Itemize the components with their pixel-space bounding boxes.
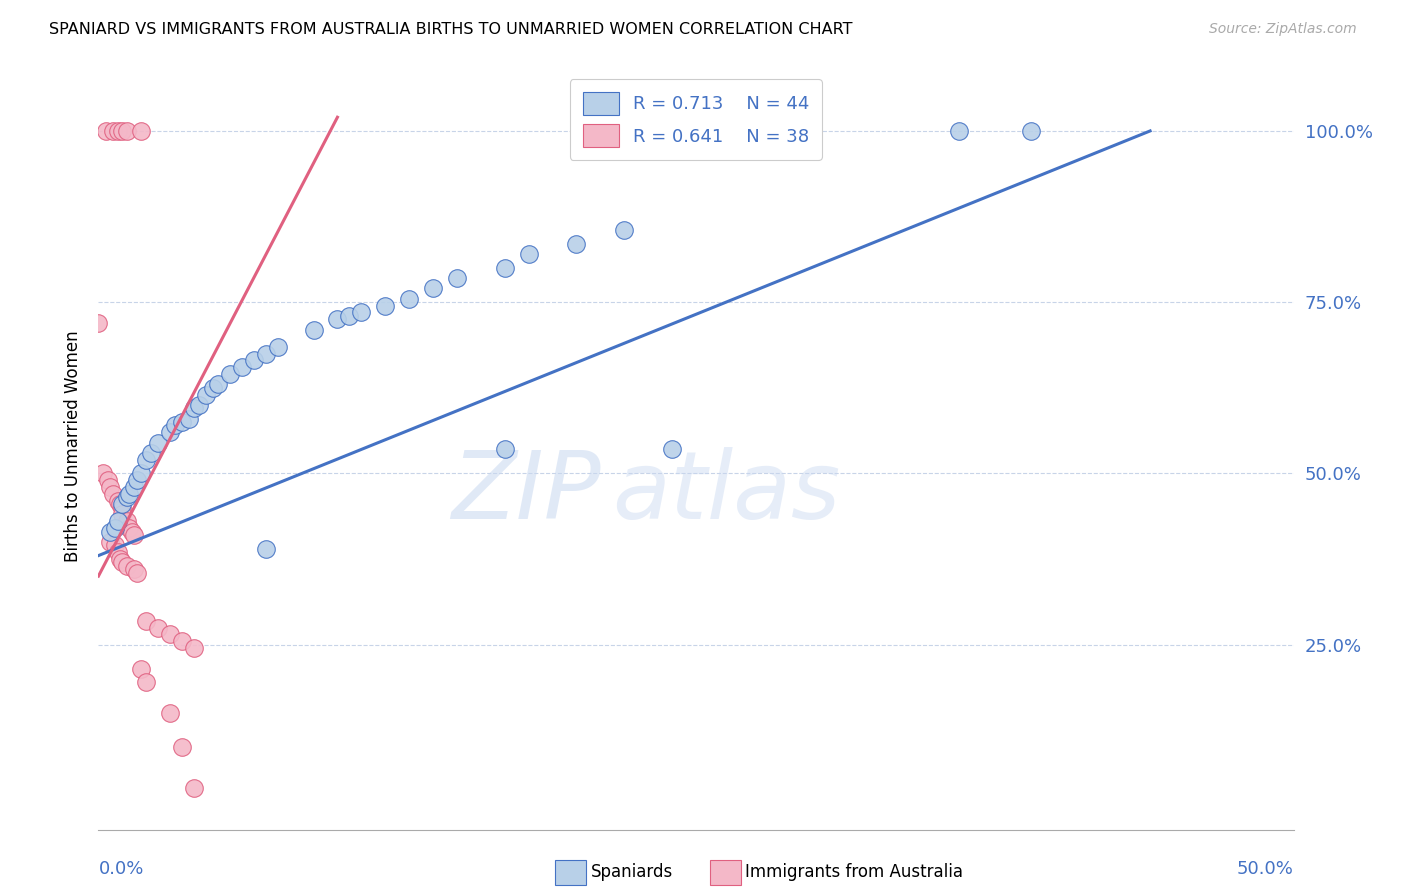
- Point: [104, 521, 127, 535]
- Point: [494, 442, 516, 457]
- Point: [374, 299, 396, 313]
- Point: [125, 566, 148, 580]
- Point: [517, 247, 540, 261]
- Text: Immigrants from Australia: Immigrants from Australia: [745, 863, 963, 881]
- Point: [111, 500, 134, 515]
- Point: [219, 367, 242, 381]
- Point: [111, 124, 134, 138]
- Point: [97, 473, 120, 487]
- Point: [124, 480, 146, 494]
- Point: [98, 535, 122, 549]
- Point: [207, 377, 229, 392]
- Point: [183, 641, 205, 656]
- Point: [115, 491, 138, 505]
- Point: [350, 305, 373, 319]
- Point: [111, 556, 134, 570]
- Point: [148, 620, 170, 634]
- Point: [231, 360, 253, 375]
- Legend: R = 0.713    N = 44, R = 0.641    N = 38: R = 0.713 N = 44, R = 0.641 N = 38: [569, 79, 823, 160]
- Point: [159, 425, 181, 440]
- Point: [98, 480, 122, 494]
- Point: [339, 309, 361, 323]
- Point: [565, 236, 588, 251]
- Point: [91, 467, 114, 481]
- Point: [398, 292, 420, 306]
- Point: [422, 281, 444, 295]
- Point: [661, 442, 683, 457]
- Text: SPANIARD VS IMMIGRANTS FROM AUSTRALIA BIRTHS TO UNMARRIED WOMEN CORRELATION CHAR: SPANIARD VS IMMIGRANTS FROM AUSTRALIA BI…: [49, 22, 852, 37]
- Point: [111, 497, 134, 511]
- Point: [107, 124, 129, 138]
- Text: 50.0%: 50.0%: [1237, 860, 1294, 878]
- Point: [163, 418, 186, 433]
- Point: [148, 435, 170, 450]
- Point: [87, 316, 110, 330]
- Point: [179, 411, 201, 425]
- Point: [243, 353, 266, 368]
- Point: [101, 487, 124, 501]
- Point: [172, 415, 194, 429]
- Point: [254, 541, 277, 556]
- Y-axis label: Births to Unmarried Women: Births to Unmarried Women: [63, 330, 82, 562]
- Point: [104, 538, 127, 552]
- Point: [135, 452, 157, 467]
- Point: [135, 614, 157, 628]
- Point: [494, 260, 516, 275]
- Point: [172, 634, 194, 648]
- Text: atlas: atlas: [613, 447, 841, 538]
- Text: 0.0%: 0.0%: [98, 860, 143, 878]
- Point: [183, 401, 205, 416]
- Point: [267, 340, 290, 354]
- Text: Source: ZipAtlas.com: Source: ZipAtlas.com: [1209, 22, 1357, 37]
- Point: [94, 124, 117, 138]
- Point: [202, 381, 225, 395]
- Point: [115, 124, 138, 138]
- Point: [159, 706, 181, 720]
- Point: [254, 346, 277, 360]
- Point: [107, 545, 129, 559]
- Point: [187, 398, 209, 412]
- Point: [131, 124, 153, 138]
- Point: [125, 473, 148, 487]
- Point: [172, 740, 194, 755]
- Point: [115, 514, 138, 528]
- Point: [159, 627, 181, 641]
- Point: [115, 558, 138, 573]
- Point: [107, 514, 129, 528]
- Point: [131, 662, 153, 676]
- Point: [107, 493, 129, 508]
- Point: [195, 387, 218, 401]
- Point: [101, 124, 124, 138]
- Point: [948, 124, 970, 138]
- Point: [121, 524, 143, 539]
- Point: [98, 524, 122, 539]
- Point: [111, 508, 134, 522]
- Point: [183, 781, 205, 796]
- Point: [302, 322, 325, 336]
- Point: [139, 446, 162, 460]
- Text: ZIP: ZIP: [451, 447, 600, 538]
- Point: [118, 487, 141, 501]
- Point: [118, 521, 141, 535]
- Point: [124, 528, 146, 542]
- Point: [446, 271, 468, 285]
- Point: [613, 223, 636, 237]
- Point: [124, 562, 146, 576]
- Point: [1019, 124, 1042, 138]
- Text: Spaniards: Spaniards: [591, 863, 672, 881]
- Point: [135, 675, 157, 690]
- Point: [326, 312, 349, 326]
- Point: [108, 497, 131, 511]
- Point: [108, 552, 131, 566]
- Point: [131, 467, 153, 481]
